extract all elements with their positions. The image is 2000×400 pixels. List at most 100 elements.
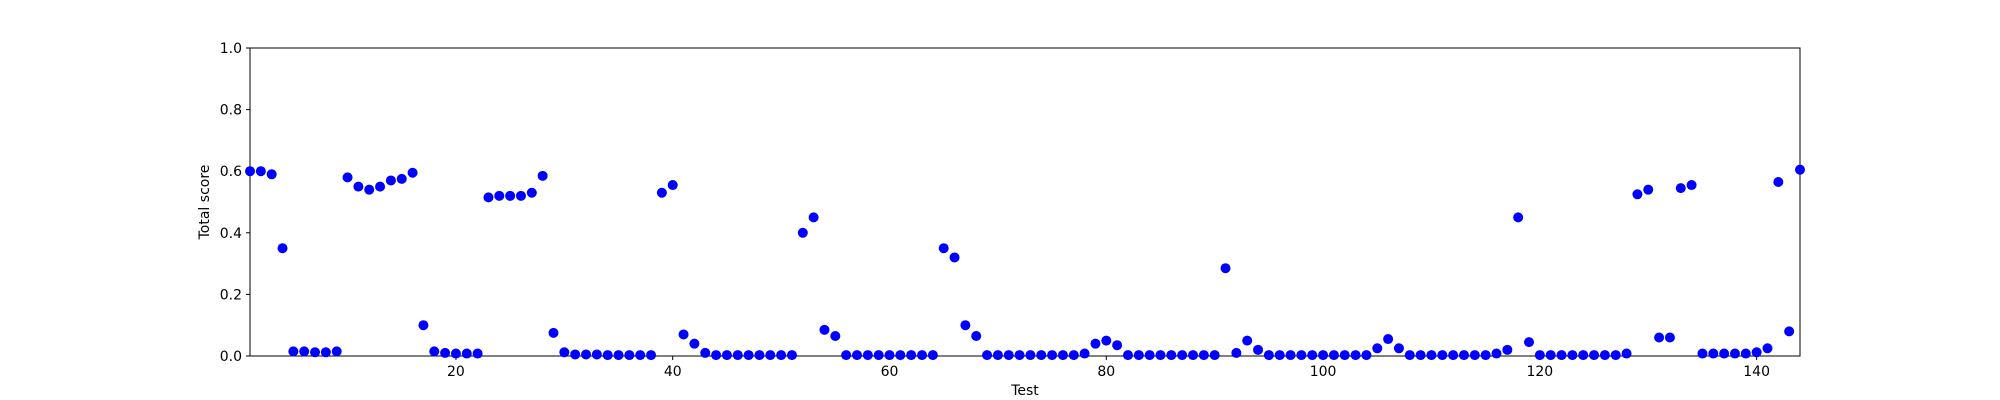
data-point: [1307, 350, 1318, 361]
data-point: [1458, 350, 1469, 361]
data-point: [526, 187, 537, 198]
data-point: [472, 348, 483, 359]
data-point: [1068, 350, 1079, 361]
data-point: [1079, 348, 1090, 359]
x-tick-label: 40: [664, 364, 682, 380]
data-point: [310, 347, 321, 358]
data-point: [1534, 350, 1545, 361]
data-point: [1328, 350, 1339, 361]
data-point: [581, 349, 592, 360]
data-point: [266, 169, 277, 180]
data-point: [1393, 343, 1404, 354]
data-point: [407, 167, 418, 178]
data-point: [1231, 347, 1242, 358]
data-point: [992, 350, 1003, 361]
data-point: [754, 350, 765, 361]
data-point: [960, 320, 971, 331]
data-point: [743, 350, 754, 361]
data-point: [1675, 183, 1686, 194]
data-point: [1740, 348, 1751, 359]
data-point: [830, 330, 841, 341]
data-point: [1654, 332, 1665, 343]
data-point: [450, 348, 461, 359]
data-point: [884, 350, 895, 361]
data-point: [385, 175, 396, 186]
data-point: [1155, 350, 1166, 361]
data-point: [277, 243, 288, 254]
y-tick-label: 0.6: [220, 164, 242, 180]
data-point: [1610, 350, 1621, 361]
data-point: [1751, 347, 1762, 358]
data-point: [299, 346, 310, 357]
data-point: [570, 349, 581, 360]
data-point: [1090, 338, 1101, 349]
data-point: [949, 252, 960, 263]
data-point: [1589, 350, 1600, 361]
data-point: [1567, 350, 1578, 361]
data-point: [689, 338, 700, 349]
data-point: [1133, 350, 1144, 361]
data-point: [1285, 350, 1296, 361]
x-tick-label: 20: [447, 364, 465, 380]
x-tick-label: 140: [1743, 364, 1770, 380]
data-point: [678, 329, 689, 340]
data-point: [353, 181, 364, 192]
x-tick-label: 80: [1097, 364, 1115, 380]
data-point: [700, 347, 711, 358]
data-point: [732, 350, 743, 361]
data-point: [1773, 176, 1784, 187]
data-point: [1372, 343, 1383, 354]
data-point: [1556, 350, 1567, 361]
data-point: [1502, 344, 1513, 355]
data-point: [1491, 348, 1502, 359]
data-point: [1242, 335, 1253, 346]
data-point: [1524, 337, 1535, 348]
plot-frame: [249, 47, 1801, 357]
y-tick-label: 0.0: [220, 349, 242, 365]
data-point: [461, 348, 472, 359]
data-point: [1220, 263, 1231, 274]
data-point: [505, 190, 516, 201]
data-point: [721, 350, 732, 361]
data-point: [1339, 350, 1350, 361]
data-point: [1253, 344, 1264, 355]
data-point: [1708, 348, 1719, 359]
data-point: [483, 192, 494, 203]
data-point: [1188, 350, 1199, 361]
y-tick-label: 0.8: [220, 103, 242, 119]
data-point: [559, 347, 570, 358]
data-point: [1578, 350, 1589, 361]
data-point: [429, 346, 440, 357]
data-point: [1448, 350, 1459, 361]
data-point: [548, 327, 559, 338]
x-tick-label: 100: [1310, 364, 1337, 380]
data-point: [1404, 350, 1415, 361]
data-point: [418, 320, 429, 331]
y-tick-label: 0.2: [220, 287, 242, 303]
x-axis: 20 40 60 80 100 120 140: [447, 356, 1770, 380]
data-point: [786, 350, 797, 361]
y-axis-title: Total score: [197, 165, 213, 241]
data-point: [1415, 350, 1426, 361]
data-point: [1784, 326, 1795, 337]
data-point: [1729, 348, 1740, 359]
data-point: [765, 350, 776, 361]
data-point: [1480, 350, 1491, 361]
data-point: [1101, 335, 1112, 346]
data-point: [440, 347, 451, 358]
data-point: [1274, 350, 1285, 361]
data-points: [245, 164, 1805, 361]
data-point: [1025, 350, 1036, 361]
data-point: [364, 184, 375, 195]
data-point: [320, 347, 331, 358]
data-point: [635, 350, 646, 361]
data-point: [1545, 350, 1556, 361]
data-point: [1437, 350, 1448, 361]
data-point: [1209, 350, 1220, 361]
data-point: [711, 350, 722, 361]
data-point: [1426, 350, 1437, 361]
data-point: [331, 346, 342, 357]
data-point: [895, 350, 906, 361]
data-point: [1383, 334, 1394, 345]
data-point: [906, 350, 917, 361]
